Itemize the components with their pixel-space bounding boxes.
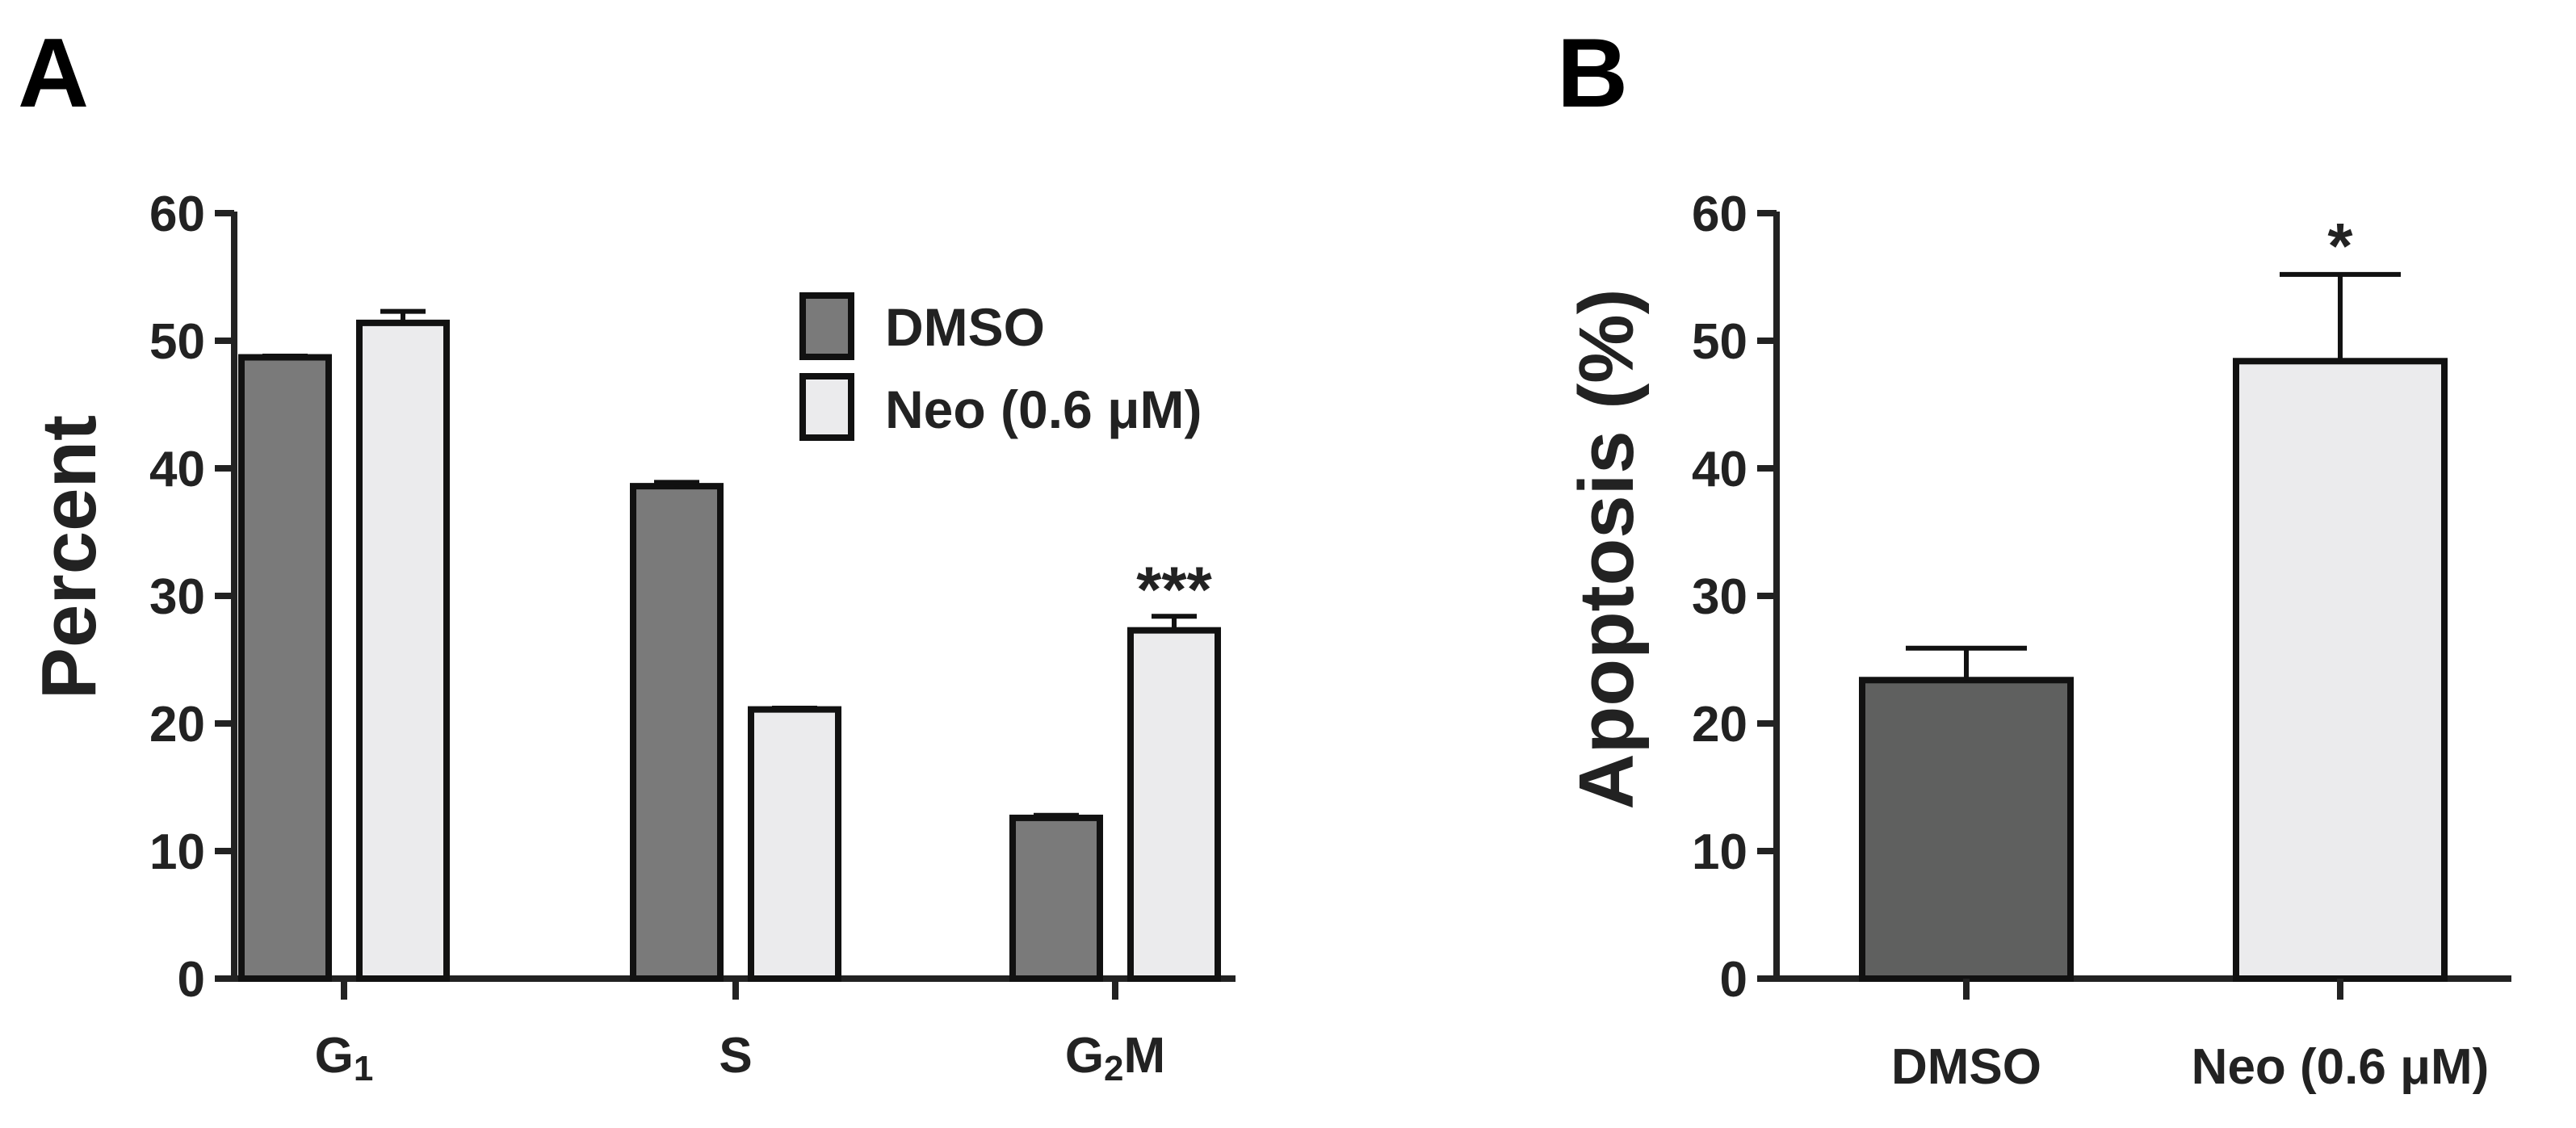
panel-b-y-tick-label: 40 — [1692, 442, 1747, 497]
panel-a-category-main: G — [1065, 1028, 1104, 1084]
panel-b-y-tick-label: 30 — [1692, 569, 1747, 625]
panel-a-y-tick-label: 50 — [149, 314, 205, 370]
panel-b-bar — [2233, 358, 2448, 982]
legend-label-dmso: DMSO — [885, 297, 1045, 357]
panel-a-category-main: S — [719, 1028, 752, 1084]
panel-b-bars: * — [1859, 210, 2448, 983]
panel-a-letter: A — [18, 18, 89, 128]
panel-a-category-subscript: 2 — [1104, 1049, 1123, 1088]
panel-b-category-label: DMSO — [1891, 1039, 2041, 1095]
panel-a-category-label: G1 — [315, 1028, 374, 1088]
panel-b-letter: B — [1557, 18, 1628, 128]
panel-b-y-tick-label: 60 — [1692, 187, 1747, 242]
panel-a-category-tail: M — [1124, 1028, 1166, 1084]
panel-a-category-subscript: 1 — [354, 1049, 373, 1088]
legend-swatch-dmso — [799, 292, 854, 360]
panel-b-y-tick-label: 20 — [1692, 697, 1747, 753]
legend-label-neo: Neo (0.6 μM) — [885, 379, 1202, 439]
panel-b-x-labels: DMSO Neo (0.6 μM) — [1891, 979, 2489, 1095]
panel-a-y-axis-title: Percent — [26, 415, 112, 699]
panel-a-bar — [356, 319, 450, 982]
panel-b-y-tick-label: 0 — [1720, 952, 1747, 1008]
panel-a-category-label: G2M — [1065, 1028, 1165, 1088]
panel-a-bar — [1127, 627, 1221, 982]
panel-a-category-label: S — [719, 1028, 752, 1084]
panel-a-x-labels: G1 S G2M — [315, 979, 1165, 1088]
panel-b-y-tick-label: 50 — [1692, 314, 1747, 370]
panel-a-bar — [238, 354, 332, 983]
panel-a-legend: DMSO Neo (0.6 μM) — [799, 292, 1202, 441]
panel-a-significance-marker: *** — [1136, 553, 1212, 625]
panel-a-bar — [630, 483, 724, 982]
panel-a-y-ticks: 0 10 20 30 40 50 60 — [149, 187, 234, 1008]
panel-a-y-tick-label: 0 — [178, 952, 205, 1008]
panel-b: B Apoptosis (%) 0 10 20 30 40 50 60 * DMSO Neo … — [1557, 18, 2511, 1095]
panel-b-y-ticks: 0 10 20 30 40 50 60 — [1692, 187, 1777, 1008]
panel-a-bars: *** — [238, 308, 1221, 983]
panel-b-bar — [1859, 677, 2074, 983]
panel-b-y-axis-title: Apoptosis (%) — [1563, 288, 1650, 809]
panel-a-bar — [748, 706, 841, 982]
panel-a-y-tick-label: 30 — [149, 569, 205, 625]
panel-a-bar — [1009, 814, 1103, 982]
panel-a-y-tick-label: 60 — [149, 187, 205, 242]
panel-b-significance-marker: * — [2327, 210, 2353, 282]
panel-a-y-tick-label: 20 — [149, 697, 205, 753]
legend-swatch-neo — [799, 373, 854, 441]
panel-a-category-main: G — [315, 1028, 354, 1084]
panel-b-y-tick-label: 10 — [1692, 824, 1747, 880]
panel-a-y-tick-label: 10 — [149, 824, 205, 880]
panel-a-y-tick-label: 40 — [149, 442, 205, 497]
panel-b-category-label: Neo (0.6 μM) — [2192, 1039, 2490, 1095]
